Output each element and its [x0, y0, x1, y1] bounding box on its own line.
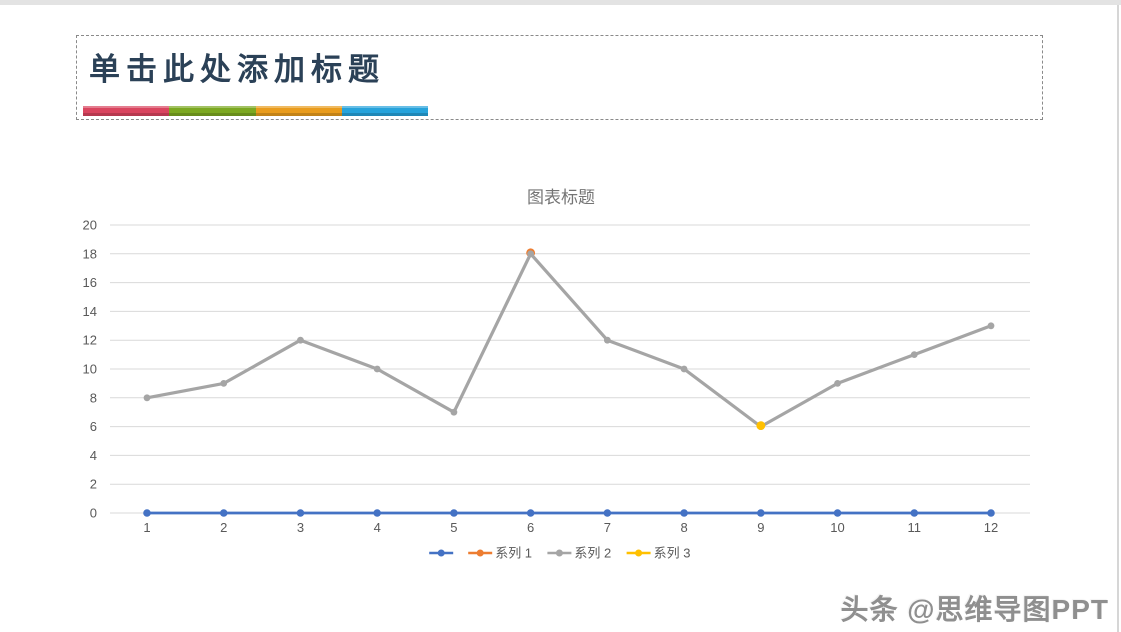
- data-point-marker: [526, 509, 535, 517]
- underline-bar-blue: [341, 106, 428, 116]
- data-point-marker: [220, 380, 228, 387]
- x-tick-label: 11: [908, 520, 922, 535]
- data-point-marker: [450, 408, 458, 416]
- x-tick-label: 2: [220, 520, 227, 535]
- data-point-marker: [373, 509, 381, 517]
- data-point-marker: [680, 509, 688, 517]
- x-tick-label: 12: [984, 520, 998, 535]
- legend-marker-dot: [476, 549, 484, 557]
- right-edge-line: [1117, 5, 1119, 632]
- series-line-系列 2: [145, 252, 993, 429]
- data-point-marker: [987, 322, 995, 330]
- x-tick-label: 8: [680, 520, 687, 535]
- y-tick-label: 4: [90, 448, 97, 463]
- legend-marker-dot: [635, 549, 643, 557]
- legend-item-label: 系列 1: [495, 546, 532, 561]
- underline-bar-green: [169, 106, 256, 116]
- x-tick-label: 9: [757, 520, 764, 535]
- data-point-marker: [834, 380, 841, 387]
- data-point-marker: [833, 509, 842, 517]
- y-tick-label: 16: [83, 275, 97, 290]
- watermark: 头条 @思维导图PPT: [840, 594, 1109, 625]
- data-point-marker: [296, 509, 305, 517]
- data-point-marker: [603, 509, 612, 517]
- data-point-marker: [987, 509, 995, 517]
- data-point-marker: [450, 509, 458, 517]
- data-point-marker: [603, 336, 611, 344]
- x-tick-label: 10: [830, 520, 844, 535]
- y-tick-label: 0: [90, 506, 97, 521]
- legend-item-label: 系列 2: [574, 546, 611, 561]
- data-point-marker: [527, 250, 535, 258]
- x-tick-label: 6: [527, 520, 534, 535]
- title-placeholder-box[interactable]: 单击此处添加标题: [76, 35, 1043, 120]
- legend-marker-dot: [555, 549, 563, 557]
- data-point-marker: [219, 509, 228, 517]
- y-tick-label: 6: [90, 419, 97, 434]
- chart-title: 图表标题: [527, 188, 595, 207]
- data-point-marker: [143, 509, 151, 517]
- data-point-marker: [297, 336, 304, 344]
- data-point-marker: [143, 394, 151, 402]
- x-tick-label: 3: [297, 520, 304, 535]
- y-tick-label: 12: [83, 333, 97, 348]
- x-tick-label: 5: [450, 520, 457, 535]
- x-tick-label: 1: [143, 520, 150, 535]
- legend-marker-dot: [437, 549, 445, 557]
- underline-bar-orange: [255, 106, 342, 116]
- data-point-marker: [910, 509, 919, 517]
- title-underline-bars: [83, 106, 428, 116]
- underline-bar-red: [83, 106, 170, 116]
- x-tick-label: 7: [604, 520, 611, 535]
- x-tick-label: 4: [374, 520, 381, 535]
- y-tick-label: 14: [83, 304, 97, 319]
- y-tick-label: 18: [83, 246, 97, 261]
- y-tick-label: 10: [83, 362, 97, 377]
- slide-title[interactable]: 单击此处添加标题: [89, 52, 385, 87]
- data-point-marker: [910, 351, 918, 358]
- data-point-marker: [373, 365, 381, 373]
- data-point-marker: [680, 365, 688, 373]
- y-tick-label: 20: [83, 218, 97, 233]
- top-edge-strip: [0, 0, 1121, 5]
- legend-item-label: 系列 3: [654, 546, 691, 561]
- data-point-系列 3: [756, 421, 766, 430]
- y-tick-label: 8: [90, 390, 97, 405]
- data-point-marker: [757, 509, 765, 517]
- y-tick-label: 2: [90, 477, 97, 492]
